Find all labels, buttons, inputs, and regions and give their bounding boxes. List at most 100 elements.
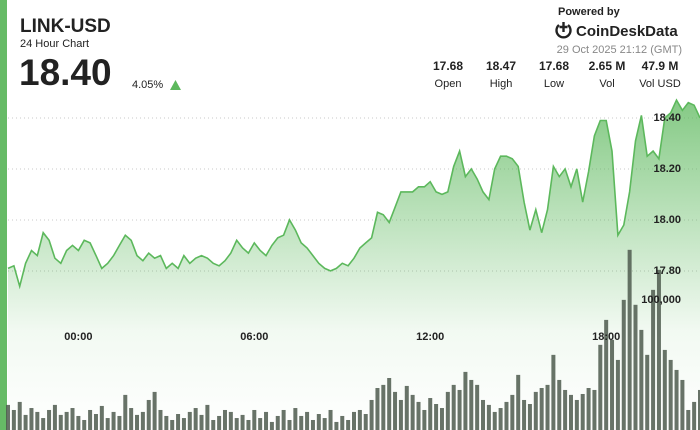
volume-bar (633, 304, 638, 430)
volume-bar (35, 411, 40, 430)
volume-bar (651, 289, 656, 430)
volume-bar (340, 415, 345, 430)
timestamp: 29 Oct 2025 21:12 (GMT) (557, 44, 682, 56)
volume-bar (111, 411, 116, 430)
x-tick-label: 06:00 (240, 331, 268, 343)
volume-bar (305, 411, 310, 430)
y-tick-label: 18.20 (653, 163, 681, 175)
x-tick-label: 00:00 (64, 331, 92, 343)
volume-bar (645, 354, 650, 430)
stat-label: Open (435, 78, 462, 90)
volume-bar (181, 418, 186, 430)
volume-bar (428, 398, 433, 430)
volume-bar (293, 408, 298, 430)
price: 18.40 (19, 52, 112, 93)
volume-bar (281, 409, 286, 430)
stat-label: Vol USD (639, 78, 681, 90)
volume-bar (11, 409, 16, 430)
brand-logo (555, 22, 572, 39)
volume-bar (269, 421, 274, 430)
volume-bar (592, 389, 597, 430)
volume-bar (410, 394, 415, 430)
y-tick-label: 17.80 (653, 265, 681, 277)
volume-bar (105, 418, 110, 430)
volume-bar (352, 411, 356, 430)
volume-bar (88, 409, 93, 430)
volume-bar (674, 369, 679, 430)
volume-bar (82, 419, 87, 430)
volume-bar (93, 414, 98, 430)
stat-value: 17.68 (539, 59, 569, 73)
volume-bar (615, 359, 620, 430)
volume-bar (41, 418, 46, 430)
volume-tick-label: 100,000 (641, 294, 681, 306)
volume-bar (698, 389, 700, 430)
volume-bar (252, 409, 257, 430)
stat-label: High (490, 78, 513, 90)
volume-bar (416, 401, 421, 430)
volume-bar (475, 384, 480, 430)
volume-bar (668, 359, 673, 430)
volume-bar (199, 414, 204, 430)
volume-bar (510, 394, 515, 430)
volume-bar (76, 415, 81, 430)
volume-bar (264, 411, 269, 430)
up-arrow (170, 80, 181, 90)
volume-bar (404, 385, 409, 430)
volume-bar (656, 269, 661, 430)
volume-bar (545, 384, 550, 430)
volume-bar (527, 404, 532, 430)
volume-bar (6, 404, 10, 430)
volume-bar (99, 405, 104, 430)
volume-bar (222, 409, 227, 430)
powered-by: Powered by (558, 6, 621, 18)
stat-label: Vol (599, 78, 614, 90)
volume-bar (316, 414, 321, 430)
volume-bar (158, 409, 163, 430)
volume-bar (533, 391, 538, 430)
volume-bar (568, 394, 573, 430)
volume-bar (357, 409, 362, 430)
volume-bar (240, 414, 245, 430)
stat-label: Low (544, 78, 564, 90)
volume-bar (398, 399, 403, 430)
brand: CoinDeskData (576, 23, 678, 40)
volume-bar (539, 388, 544, 430)
volume-bar (439, 408, 444, 430)
subtitle: 24 Hour Chart (20, 38, 89, 50)
volume-bar (17, 401, 22, 430)
area-fill (8, 100, 700, 430)
volume-bar (52, 404, 57, 430)
volume-bar (140, 411, 145, 430)
volume-bar (422, 409, 427, 430)
volume-bar (170, 419, 175, 430)
stat-value: 47.9 M (642, 59, 679, 73)
plot: 17.80 18.00 18.20 18.40 100,000 00:00 06:00 12:… (6, 98, 700, 430)
volume-bar (123, 394, 128, 430)
volume-bar (328, 409, 333, 430)
volume-bar (117, 415, 122, 430)
x-tick-label: 12:00 (416, 331, 444, 343)
volume-bar (451, 384, 456, 430)
volume-bar (310, 419, 315, 430)
volume-bar (621, 299, 626, 430)
volume-bar (598, 344, 603, 430)
volume-bar (481, 399, 486, 430)
volume-bar (604, 319, 609, 430)
logo-icon (555, 22, 572, 39)
stat-value: 18.47 (486, 59, 516, 73)
volume-bar (205, 404, 210, 430)
volume-bar (193, 408, 198, 430)
stat-value: 2.65 M (589, 59, 626, 73)
volume-bar (363, 414, 368, 430)
volume-bar (498, 408, 503, 430)
y-tick-label: 18.00 (653, 214, 681, 226)
volume-bar (580, 393, 585, 430)
volume-bar (516, 374, 521, 430)
volume-bar (457, 389, 462, 430)
volume-bar (287, 419, 292, 430)
volume-bar (369, 399, 374, 430)
volume-bar (23, 414, 28, 430)
stats: 17.68 Open 18.47 High 17.68 Low 2.65 M Vol 47.9 … (433, 59, 681, 90)
